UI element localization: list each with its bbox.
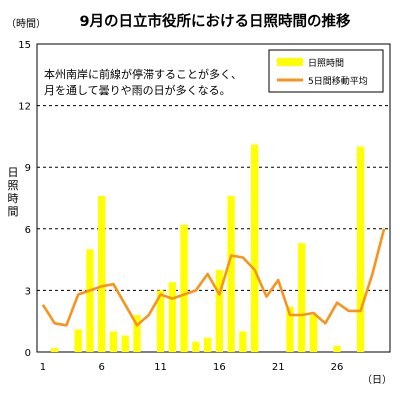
bar <box>168 282 176 352</box>
bar <box>51 347 59 352</box>
bar <box>227 195 235 352</box>
y-unit-label: （時間） <box>6 18 46 30</box>
bar <box>333 345 341 352</box>
x-tick-label: 11 <box>154 362 167 373</box>
bar-series <box>51 144 365 352</box>
bar <box>86 249 94 352</box>
annotation-line-2: 月を通して曇りや雨の日が多くなる。 <box>44 83 231 97</box>
moving-average-series <box>41 228 386 327</box>
x-tick-label: 1 <box>40 362 46 373</box>
y-axis-title-char: 日 <box>8 166 19 179</box>
bar <box>203 337 212 352</box>
y-axis-title-char: 時 <box>8 192 19 205</box>
legend-bar-label: 日照時間 <box>308 58 344 69</box>
bar <box>239 331 247 352</box>
bar <box>286 306 294 352</box>
x-tick-label: 6 <box>99 362 105 373</box>
bar <box>121 335 129 352</box>
bar <box>298 243 306 352</box>
x-unit-label: （日） <box>362 374 392 386</box>
bar <box>74 329 82 352</box>
x-tick-label: 16 <box>213 362 226 373</box>
bar <box>215 269 224 352</box>
y-tick-label: 0 <box>25 348 31 359</box>
y-axis-title-char: 間 <box>8 205 19 218</box>
bar <box>98 195 106 352</box>
bar <box>309 315 318 352</box>
bar <box>356 146 365 352</box>
grid-lines <box>37 105 390 291</box>
bar <box>133 315 141 352</box>
bar <box>109 331 118 352</box>
x-axis-ticks: 1 6 11 16 21 26 <box>40 362 344 373</box>
y-tick-label: 3 <box>25 286 31 297</box>
plot-area <box>36 43 391 353</box>
y-tick-label: 6 <box>25 225 31 236</box>
bar <box>156 290 165 352</box>
bar <box>192 341 200 352</box>
x-tick-label: 21 <box>272 362 285 373</box>
x-tick-label: 26 <box>331 362 344 373</box>
annotation-line-1: 本州南岸に前線が停滞することが多く、 <box>44 67 242 81</box>
y-axis-title-char: 照 <box>8 179 19 192</box>
y-tick-label: 12 <box>18 102 31 113</box>
legend-box <box>268 49 384 93</box>
legend-bar-swatch <box>277 58 303 66</box>
y-tick-label: 9 <box>25 163 31 174</box>
chart-title: 9月の日立市役所における日照時間の推移 <box>79 12 351 30</box>
y-axis-title: 日照時間 <box>8 166 19 218</box>
legend: 日照時間 5日間移動平均 <box>268 49 384 93</box>
y-axis-ticks: 0 3 6 9 12 15 <box>18 40 31 359</box>
bar <box>251 144 259 352</box>
annotation: 本州南岸に前線が停滞することが多く、 月を通して曇りや雨の日が多くなる。 <box>44 67 242 97</box>
legend-line-label: 5日間移動平均 <box>308 75 368 87</box>
moving-average-line <box>41 228 386 327</box>
bar <box>180 224 188 352</box>
y-tick-label: 15 <box>18 40 31 51</box>
